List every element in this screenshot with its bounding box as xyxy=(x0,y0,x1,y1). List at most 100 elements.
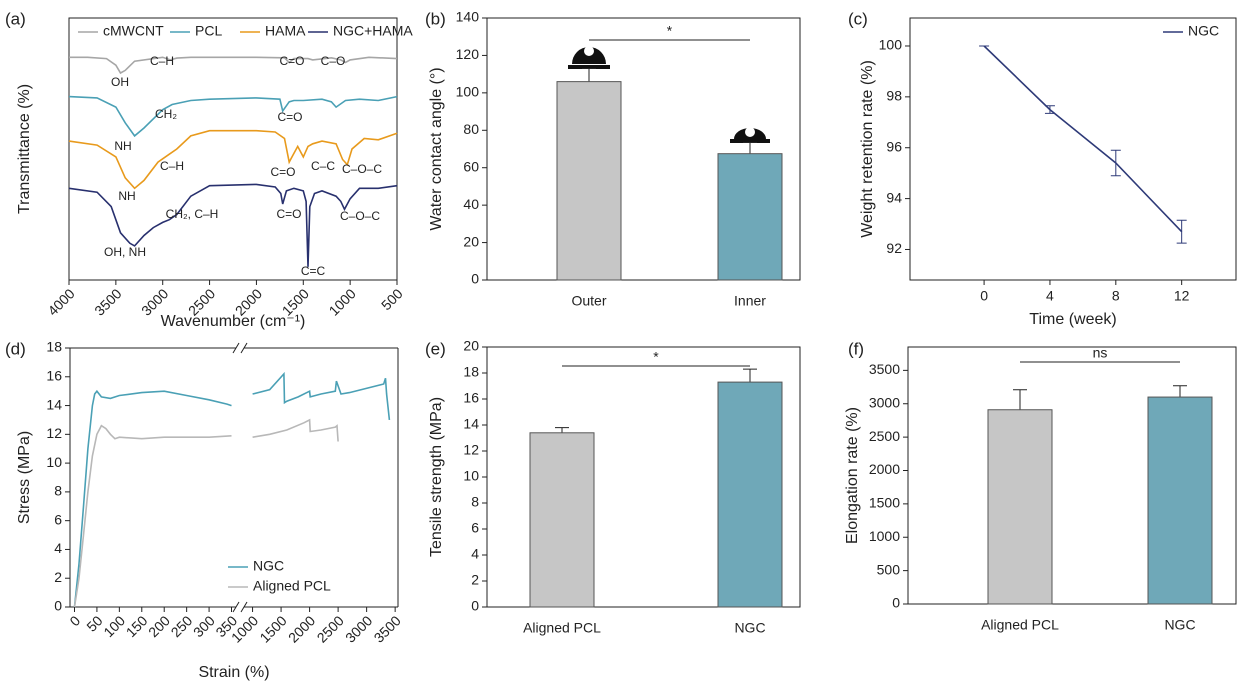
legend-label: NGC xyxy=(1188,23,1219,39)
y-axis-title: Water contact angle (°) xyxy=(428,67,445,230)
bar xyxy=(718,154,782,280)
legend-label: HAMA xyxy=(265,23,306,39)
annotation: C=O xyxy=(277,110,302,124)
y-tick-label: 6 xyxy=(54,511,62,527)
panel-label: (a) xyxy=(5,9,26,28)
y-tick-label: 6 xyxy=(471,520,479,536)
y-tick-label: 120 xyxy=(456,46,480,62)
y-axis-title: Weight retention rate (%) xyxy=(859,60,876,238)
y-tick-label: 14 xyxy=(46,396,62,412)
annotation: C–C xyxy=(311,159,335,173)
x-tick-label: 2000 xyxy=(285,612,318,645)
significance-label: * xyxy=(653,349,659,365)
y-tick-label: 100 xyxy=(456,84,480,100)
annotation: NH xyxy=(118,189,135,203)
x-tick-label: NGC xyxy=(1164,617,1195,633)
annotation: C=O xyxy=(270,165,295,179)
y-tick-label: 140 xyxy=(456,9,480,25)
error-bar xyxy=(743,142,757,153)
y-tick-label: 8 xyxy=(54,483,62,499)
annotation: CH₂, C–H xyxy=(166,207,219,221)
error-bar xyxy=(582,69,596,82)
error-bar xyxy=(1173,386,1187,397)
x-axis-title: Strain (%) xyxy=(198,664,269,681)
annotation: C–O–C xyxy=(340,209,380,223)
y-tick-label: 20 xyxy=(463,233,479,249)
annotation: C=C xyxy=(301,264,326,278)
y-tick-label: 0 xyxy=(471,598,479,614)
y-tick-label: 92 xyxy=(886,240,902,256)
error-bar xyxy=(1111,150,1121,175)
bar xyxy=(718,382,782,607)
y-tick-label: 14 xyxy=(463,416,479,432)
y-axis-title: Elongation rate (%) xyxy=(844,407,861,544)
x-tick-label: 500 xyxy=(378,285,406,313)
y-tick-label: 1500 xyxy=(869,495,900,511)
x-tick-label: 3000 xyxy=(342,612,375,645)
y-tick-label: 16 xyxy=(46,367,62,383)
x-tick-label: 4 xyxy=(1046,288,1054,304)
y-tick-label: 10 xyxy=(46,454,62,470)
y-tick-label: 18 xyxy=(46,339,62,355)
series-line xyxy=(75,374,390,607)
y-tick-label: 60 xyxy=(463,158,479,174)
y-tick-label: 0 xyxy=(471,271,479,287)
annotation: C–O xyxy=(321,54,346,68)
x-tick-label: 8 xyxy=(1112,288,1120,304)
figure: (a)Transmittance (%)Wavenumber (cm⁻¹)400… xyxy=(0,0,1252,682)
significance-label: ns xyxy=(1093,345,1108,361)
x-tick-label: 0 xyxy=(66,612,83,629)
panel-label: (f) xyxy=(848,339,864,358)
annotation: C=O xyxy=(279,54,304,68)
plot-frame xyxy=(910,18,1236,280)
bar xyxy=(557,82,621,280)
x-tick-label: 1500 xyxy=(256,612,289,645)
bar xyxy=(530,433,594,607)
annotation: C–H xyxy=(160,159,184,173)
y-tick-label: 2000 xyxy=(869,461,900,477)
x-tick-label: 4000 xyxy=(44,285,77,318)
panel-label: (e) xyxy=(425,339,446,358)
x-tick-label: Aligned PCL xyxy=(523,620,601,636)
y-tick-label: 3500 xyxy=(869,361,900,377)
bar xyxy=(1148,397,1212,604)
y-tick-label: 96 xyxy=(886,138,902,154)
y-tick-label: 16 xyxy=(463,390,479,406)
y-tick-label: 0 xyxy=(892,595,900,611)
y-axis-title: Transmittance (%) xyxy=(16,84,33,214)
y-tick-label: 80 xyxy=(463,121,479,137)
legend-label: cMWCNT xyxy=(103,23,164,39)
series-line xyxy=(69,57,397,73)
y-tick-label: 2500 xyxy=(869,428,900,444)
y-tick-label: 2 xyxy=(54,569,62,585)
error-bar xyxy=(1013,390,1027,410)
annotation: C–O–C xyxy=(342,162,382,176)
y-tick-label: 18 xyxy=(463,364,479,380)
x-tick-label: Aligned PCL xyxy=(981,617,1059,633)
y-tick-label: 4 xyxy=(54,540,62,556)
y-tick-label: 12 xyxy=(46,425,62,441)
bar xyxy=(988,410,1052,604)
x-tick-label: 1000 xyxy=(326,285,359,318)
legend-label: NGC+HAMA xyxy=(333,23,413,39)
x-axis-title: Time (week) xyxy=(1029,311,1116,328)
error-bar xyxy=(1177,220,1187,243)
series-line xyxy=(984,46,1182,232)
y-tick-label: 4 xyxy=(471,546,479,562)
panel-label: (d) xyxy=(5,339,26,358)
x-tick-label: 3500 xyxy=(371,612,404,645)
error-bar xyxy=(555,428,569,433)
y-tick-label: 0 xyxy=(54,598,62,614)
y-tick-label: 2 xyxy=(471,572,479,588)
significance-label: * xyxy=(667,23,673,39)
x-axis-title: Wavenumber (cm⁻¹) xyxy=(161,313,306,330)
y-tick-label: 3000 xyxy=(869,394,900,410)
annotation: OH xyxy=(111,75,129,89)
x-tick-label: Outer xyxy=(571,293,606,309)
y-tick-label: 500 xyxy=(877,561,901,577)
annotation: C=O xyxy=(276,207,301,221)
legend-label: Aligned PCL xyxy=(253,578,331,594)
legend-label: NGC xyxy=(253,558,284,574)
panel-label: (b) xyxy=(425,9,446,28)
y-tick-label: 12 xyxy=(463,442,479,458)
